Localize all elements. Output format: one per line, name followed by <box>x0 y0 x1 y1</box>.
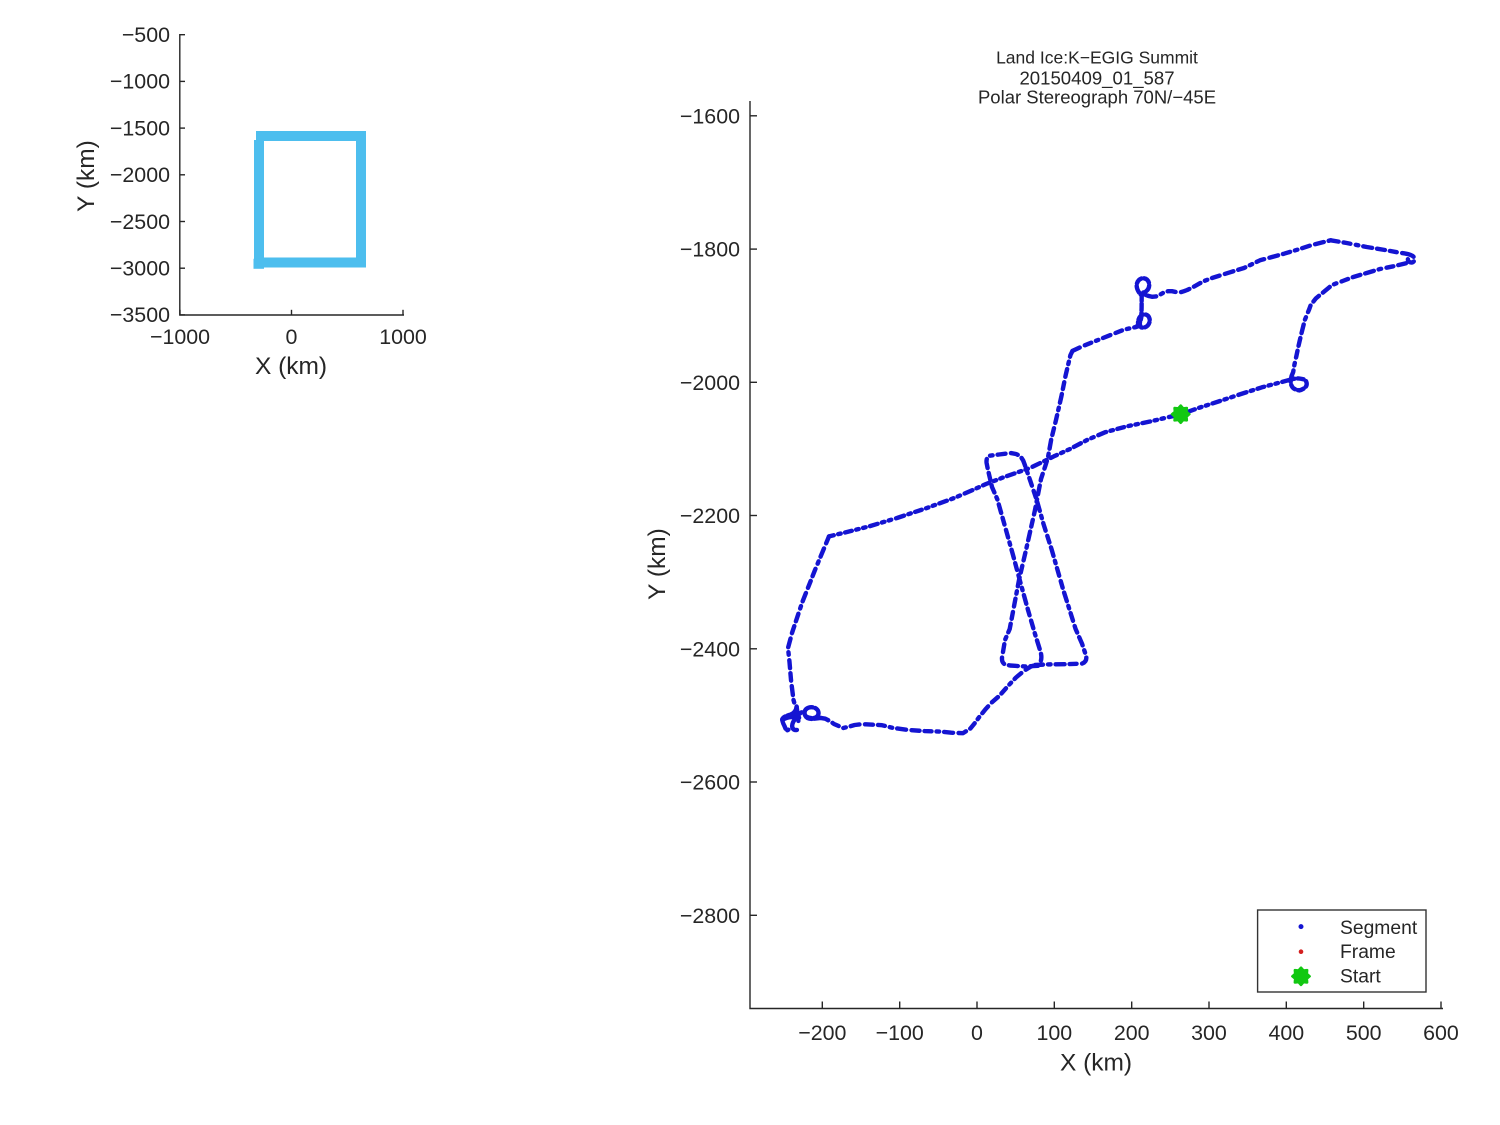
svg-text:−1500: −1500 <box>110 116 170 140</box>
svg-text:Frame: Frame <box>1340 942 1396 963</box>
svg-text:20150409_01_587: 20150409_01_587 <box>1019 67 1174 89</box>
svg-text:−1000: −1000 <box>150 325 210 349</box>
svg-text:−2500: −2500 <box>110 210 170 234</box>
svg-text:Land Ice:K−EGIG Summit: Land Ice:K−EGIG Summit <box>996 48 1198 68</box>
svg-text:−2600: −2600 <box>680 771 740 795</box>
svg-text:400: 400 <box>1268 1021 1304 1045</box>
svg-text:−1000: −1000 <box>110 70 170 94</box>
svg-text:Start: Start <box>1340 967 1381 988</box>
svg-text:−2000: −2000 <box>680 371 740 395</box>
svg-text:0: 0 <box>286 325 298 349</box>
svg-text:Polar Stereograph 70N/−45E: Polar Stereograph 70N/−45E <box>978 87 1216 108</box>
svg-text:1000: 1000 <box>379 325 427 349</box>
svg-text:Segment: Segment <box>1340 918 1418 939</box>
svg-text:Y (km): Y (km) <box>644 528 671 600</box>
svg-text:−3000: −3000 <box>110 257 170 281</box>
svg-text:200: 200 <box>1114 1021 1150 1045</box>
svg-text:100: 100 <box>1036 1021 1072 1045</box>
svg-text:300: 300 <box>1191 1021 1227 1045</box>
svg-text:500: 500 <box>1346 1021 1382 1045</box>
svg-text:−2400: −2400 <box>680 637 740 661</box>
svg-text:−1600: −1600 <box>680 104 740 128</box>
svg-text:600: 600 <box>1423 1021 1459 1045</box>
svg-text:−200: −200 <box>798 1021 846 1045</box>
svg-text:Y (km): Y (km) <box>73 140 100 212</box>
svg-text:−500: −500 <box>122 23 170 47</box>
svg-text:−1800: −1800 <box>680 238 740 262</box>
svg-text:−2200: −2200 <box>680 504 740 528</box>
svg-text:X (km): X (km) <box>255 353 327 380</box>
svg-text:0: 0 <box>971 1021 983 1045</box>
svg-text:−100: −100 <box>876 1021 924 1045</box>
svg-text:−3500: −3500 <box>110 303 170 327</box>
svg-text:−2800: −2800 <box>680 904 740 928</box>
svg-text:X (km): X (km) <box>1060 1050 1132 1077</box>
svg-text:−2000: −2000 <box>110 163 170 187</box>
